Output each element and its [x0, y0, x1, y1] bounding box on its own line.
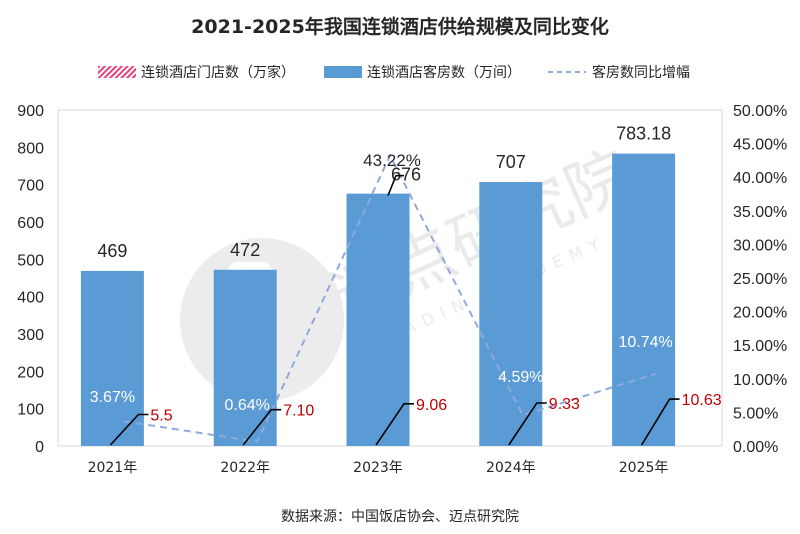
legend-swatch-stores: [98, 66, 136, 78]
y-left-tick-label: 800: [17, 140, 44, 157]
y-right-tick-label: 35.00%: [733, 204, 787, 221]
data-labels: 5.5 7.10 9.06 9.33 10.63 469 472 676 707 783.18 3.…: [90, 124, 722, 425]
y-right-tick-label: 0.00%: [733, 439, 778, 456]
chart-title: 2021-2025年我国连锁酒店供给规模及同比变化: [191, 15, 609, 38]
legend-swatch-rooms: [324, 66, 362, 78]
y-left-tick-label: 200: [17, 364, 44, 381]
legend-label-growth: 客房数同比增幅: [592, 64, 690, 81]
data-label-stores: 5.5: [150, 408, 172, 425]
y-left-tick-label: 600: [17, 215, 44, 232]
y-left-tick-label: 300: [17, 327, 44, 344]
x-tick-label: 2021年: [88, 460, 138, 476]
y-right-tick-label: 20.00%: [733, 305, 787, 322]
y-left-tick-label: 100: [17, 402, 44, 419]
y-right-tick-label: 45.00%: [733, 137, 787, 154]
x-tick-label: 2024年: [486, 460, 536, 476]
x-axis: 2021年 2022年 2023年 2024年 2025年: [88, 460, 669, 476]
data-label-rooms: 472: [230, 240, 260, 260]
bar-rooms: [346, 193, 410, 446]
data-label-growth: 43.22%: [363, 151, 421, 170]
legend-label-rooms: 连锁酒店客房数（万间）: [367, 64, 521, 81]
y-axis-left: 0 100 200 300 400 500 600 700 800 900: [17, 103, 44, 456]
y-right-tick-label: 25.00%: [733, 271, 787, 288]
y-right-tick-label: 15.00%: [733, 338, 787, 355]
data-label-rooms: 783.18: [616, 124, 671, 144]
data-label-growth: 0.64%: [225, 397, 270, 414]
y-right-tick-label: 5.00%: [733, 405, 778, 422]
data-label-rooms: 469: [97, 241, 127, 261]
data-label-stores: 10.63: [682, 392, 722, 409]
legend-label-stores: 连锁酒店门店数（万家）: [141, 64, 295, 81]
y-left-tick-label: 400: [17, 290, 44, 307]
legend: 连锁酒店门店数（万家） 连锁酒店客房数（万间） 客房数同比增幅: [98, 64, 690, 81]
x-tick-label: 2023年: [353, 460, 403, 476]
y-left-tick-label: 500: [17, 252, 44, 269]
y-left-tick-label: 0: [35, 439, 44, 456]
stores-leader-line: [242, 408, 282, 446]
data-label-growth: 10.74%: [618, 334, 672, 351]
stores-leader-line: [109, 413, 149, 446]
rooms-leader-line: [387, 174, 404, 196]
y-right-tick-label: 50.00%: [733, 103, 787, 120]
data-label-stores: 9.06: [416, 397, 447, 414]
line-growth: [124, 153, 656, 443]
bar-rooms: [80, 270, 144, 446]
stores-leader-line: [375, 403, 414, 446]
x-tick-label: 2025年: [619, 460, 669, 476]
stores-leader-line: [508, 402, 547, 446]
bars-rooms: [80, 153, 676, 446]
y-left-tick-label: 900: [17, 103, 44, 120]
data-label-stores: 7.10: [283, 403, 314, 420]
y-right-tick-label: 40.00%: [733, 170, 787, 187]
y-right-tick-label: 30.00%: [733, 237, 787, 254]
source-note: 数据来源：中国饭店协会、迈点研究院: [281, 509, 519, 525]
marks-stores: [109, 398, 680, 446]
data-label-stores: 9.33: [549, 396, 580, 413]
bar-rooms: [479, 182, 543, 446]
data-label-rooms: 676: [391, 165, 421, 185]
stores-leader-line: [640, 398, 680, 446]
bar-rooms: [612, 153, 676, 446]
y-left-tick-label: 700: [17, 178, 44, 195]
y-right-tick-label: 10.00%: [733, 372, 787, 389]
data-label-rooms: 707: [496, 152, 526, 172]
data-label-growth: 4.59%: [498, 369, 543, 386]
x-tick-label: 2022年: [220, 460, 270, 476]
data-label-growth: 3.67%: [90, 389, 135, 406]
y-axis-right: 0.00% 5.00% 10.00% 15.00% 20.00% 25.00% 30.00%…: [733, 103, 787, 456]
